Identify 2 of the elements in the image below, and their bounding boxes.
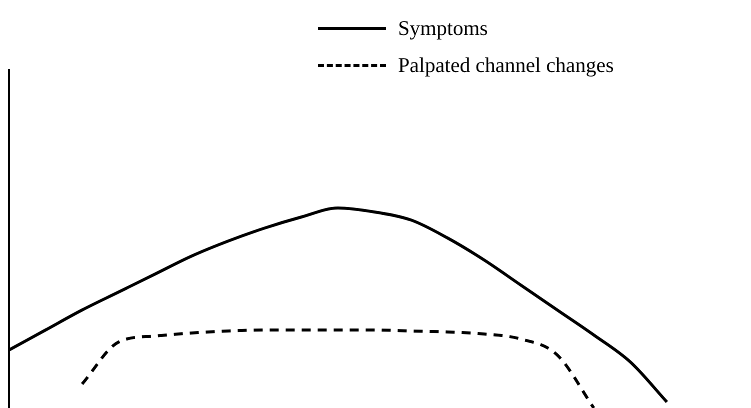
legend-label: Symptoms — [398, 16, 488, 41]
legend-label: Palpated channel changes — [398, 53, 614, 78]
